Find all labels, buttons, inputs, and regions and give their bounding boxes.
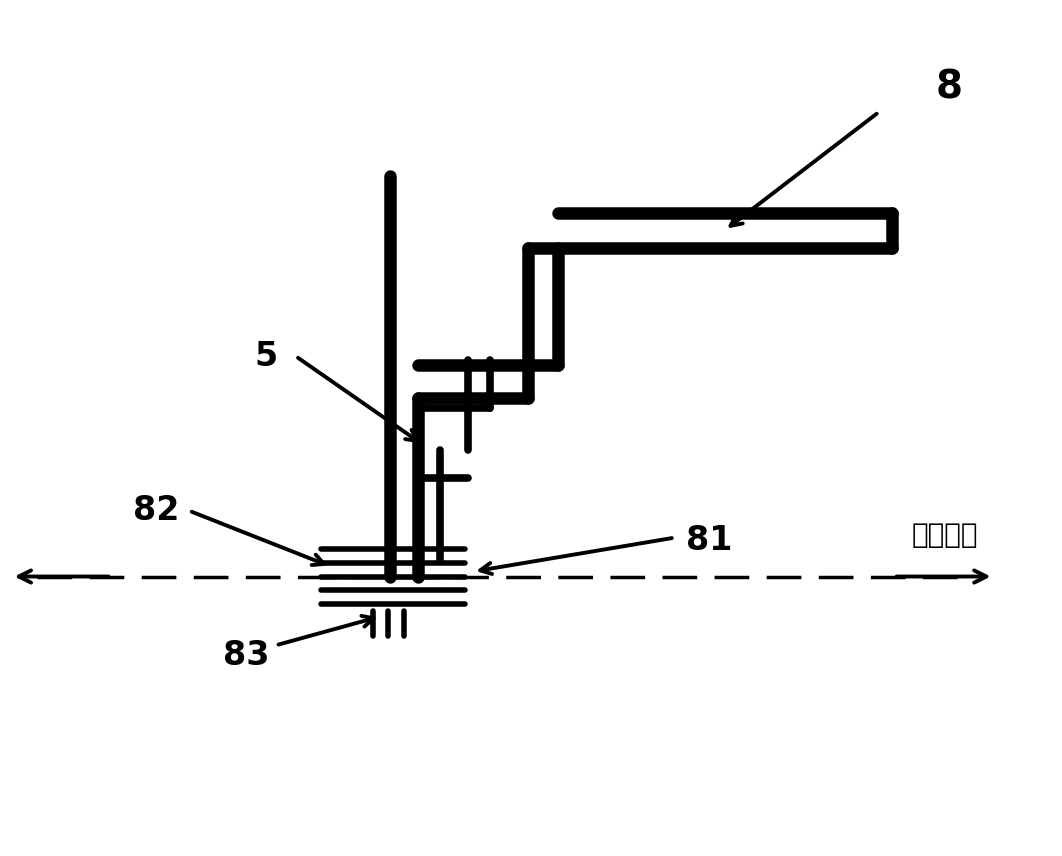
Text: 81: 81 [686, 524, 733, 557]
Text: 水平方向: 水平方向 [912, 520, 978, 549]
Text: 8: 8 [936, 68, 962, 106]
Text: 82: 82 [133, 494, 179, 527]
Text: 83: 83 [223, 639, 269, 672]
Text: 5: 5 [254, 340, 277, 372]
